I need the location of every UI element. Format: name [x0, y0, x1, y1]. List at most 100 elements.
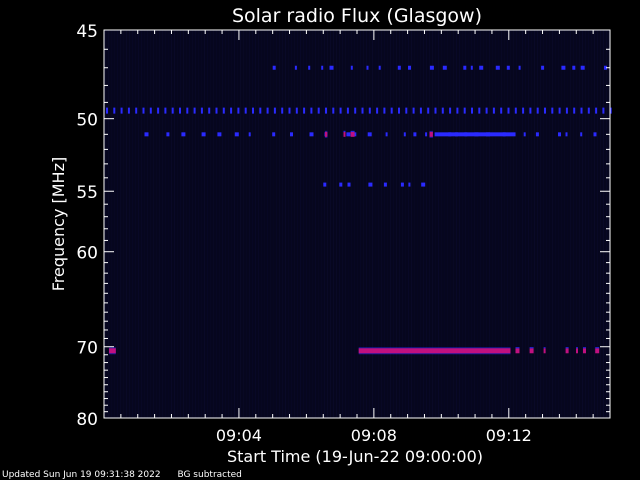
emission-dot	[157, 107, 160, 114]
emission-dot	[604, 65, 607, 70]
streak	[426, 30, 427, 418]
emission-features	[106, 65, 612, 355]
streak	[579, 30, 580, 418]
emission-dot	[294, 65, 297, 70]
emission-dot	[413, 132, 417, 137]
streak	[480, 30, 481, 418]
streak	[471, 30, 472, 418]
streak	[270, 30, 271, 418]
emission-dot	[397, 65, 401, 70]
streak	[264, 30, 265, 418]
emission-dot	[217, 132, 222, 137]
axes: 45 50 55 60 70 80 09:04 09:08 09:12	[76, 22, 611, 445]
chart-title: Solar radio Flux (Glasgow)	[232, 5, 482, 27]
streak	[477, 30, 478, 418]
emission-halo	[343, 130, 346, 132]
streak	[591, 30, 592, 418]
emission-band	[434, 132, 516, 137]
background-streaks	[105, 30, 610, 418]
emission-dot	[208, 107, 211, 114]
streak	[321, 30, 322, 418]
emission-dot	[442, 65, 447, 70]
streak	[243, 30, 244, 418]
streak	[225, 30, 226, 418]
streak	[261, 30, 262, 418]
emission-dot	[429, 65, 434, 70]
streak	[126, 30, 127, 418]
emission-dot	[398, 107, 400, 114]
streak	[540, 30, 541, 418]
y-tick-label: 60	[76, 244, 98, 264]
emission-dot	[281, 107, 284, 114]
x-axis-label: Start Time (19-Jun-22 09:00:00)	[227, 447, 483, 466]
emission-dot	[273, 107, 276, 114]
streak	[222, 30, 223, 418]
streak	[312, 30, 313, 418]
streak	[411, 30, 412, 418]
streak	[564, 30, 565, 418]
y-axis-label: Frequency [MHz]	[49, 157, 68, 291]
emission-dot	[580, 107, 583, 114]
streak	[474, 30, 475, 418]
emission-dot	[425, 132, 428, 137]
streak	[129, 30, 130, 418]
x-tick-label: 09:08	[351, 426, 397, 445]
streak	[351, 30, 352, 418]
streak	[444, 30, 445, 418]
x-tick-label: 09:04	[216, 426, 262, 445]
streak	[201, 30, 202, 418]
streak	[498, 30, 499, 418]
emission-dot	[514, 107, 517, 114]
streak	[318, 30, 319, 418]
streak	[543, 30, 544, 418]
streak	[186, 30, 187, 418]
emission-dot	[419, 107, 422, 114]
emission-dot	[237, 107, 240, 114]
streak	[294, 30, 295, 418]
y-tick-label: 45	[76, 22, 98, 42]
streak	[273, 30, 274, 418]
streak	[165, 30, 166, 418]
streak	[198, 30, 199, 418]
streak	[504, 30, 505, 418]
streak	[513, 30, 514, 418]
streak	[315, 30, 316, 418]
streak	[390, 30, 391, 418]
streak	[486, 30, 487, 418]
streak	[147, 30, 148, 418]
streak	[501, 30, 502, 418]
emission-dot	[309, 132, 314, 137]
emission-dot	[329, 65, 334, 70]
emission-dot	[405, 107, 408, 114]
streak	[339, 30, 340, 418]
streak	[537, 30, 538, 418]
streak	[228, 30, 229, 418]
emission-dot	[368, 182, 373, 187]
streak	[258, 30, 259, 418]
streak	[396, 30, 397, 418]
y-tick-label: 55	[76, 183, 98, 203]
emission-dot	[543, 348, 546, 354]
streak	[234, 30, 235, 418]
emission-dot	[518, 65, 521, 70]
emission-dot	[427, 107, 430, 114]
emission-band	[109, 348, 116, 354]
streak	[522, 30, 523, 418]
emission-dot	[507, 107, 510, 114]
emission-dot	[222, 107, 225, 114]
emission-dot	[368, 107, 371, 114]
streak	[417, 30, 418, 418]
emission-dot	[339, 107, 342, 114]
streak	[168, 30, 169, 418]
streak	[597, 30, 598, 418]
emission-dot	[376, 107, 379, 114]
emission-dot	[587, 107, 590, 114]
emission-dot	[350, 131, 355, 137]
emission-dot	[200, 107, 203, 114]
emission-dot	[565, 107, 568, 114]
emission-dot	[463, 65, 467, 70]
emission-dot	[308, 65, 311, 70]
streak	[354, 30, 355, 418]
emission-dot	[485, 107, 488, 114]
streak	[189, 30, 190, 418]
